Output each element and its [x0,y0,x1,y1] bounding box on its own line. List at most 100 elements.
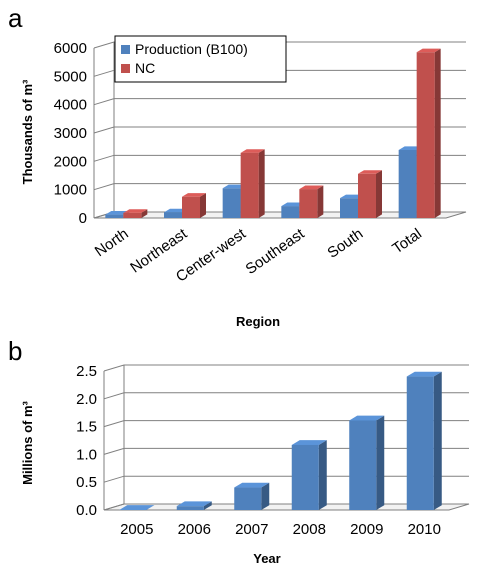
bar-nc-center-west [240,149,265,218]
y-tick-label: 1000 [54,182,87,199]
y-tick-label: 2.0 [76,391,97,408]
bar-top [406,371,442,377]
y-axis-title: Millions of m³ [20,400,35,484]
gridline [103,392,469,400]
y-tick-label: 0 [79,210,87,227]
x-tick-label: Total [389,225,425,257]
bar [176,506,204,510]
x-tick-label: South [324,225,366,261]
x-tick-label: Southeast [243,225,309,278]
bar [406,376,434,510]
bar-series-2005 [119,505,155,510]
bar-side [433,371,442,510]
gridline [93,98,466,106]
bar-side [434,48,441,219]
bar-nc-total [416,48,441,219]
x-tick-label: 2006 [178,521,211,538]
bar-top [349,415,385,421]
bar-top [105,211,130,215]
bar-top [416,48,441,53]
panel-a-letter: a [8,3,23,33]
y-tick-label: 0.0 [76,502,97,519]
bar-series-2006 [176,501,212,510]
panel-b-chart: 0.0 0.5 1.0 1.5 2.0 2.5 2005 2006 2007 2008 2009 20… [20,363,470,566]
gridline [93,126,466,134]
x-tick-label: 2005 [120,521,153,538]
y-tick-label: 5000 [54,68,87,85]
x-axis-title: Region [236,314,280,329]
gridline [93,183,466,191]
bar-side [376,170,382,218]
bar [105,214,124,218]
y-tick-label: 0.5 [76,474,97,491]
bar-side [200,193,206,218]
y-tick-label: 3000 [54,125,87,142]
bar-side [318,440,327,510]
gridline [103,364,469,372]
bar-top [123,209,148,213]
legend-swatch [121,64,130,73]
bar-series-2008 [291,440,327,510]
bar-side [376,415,385,510]
y-tick-label: 2000 [54,153,87,170]
y-tick-label: 1.5 [76,419,97,436]
bar-top [119,505,155,510]
bar-side [261,482,270,510]
legend-label: Production (B100) [135,41,248,57]
bar [182,196,200,218]
bar [358,173,376,218]
bar-side [141,209,148,218]
y-tick-label: 2.5 [76,363,97,380]
bar [281,206,300,218]
bar-series-2007 [234,482,270,510]
x-tick-label: 2008 [293,521,326,538]
bar-top [291,440,327,445]
panel-a-chart: 0100020003000400050006000NorthNortheastC… [20,35,467,329]
bar-series-2009 [349,415,385,510]
bar-top [234,482,270,488]
gridline [93,154,466,162]
bar-nc-south [358,170,382,218]
y-tick-label: 4000 [54,97,87,114]
bar-nc-northeast [182,193,206,218]
bar-top [240,149,265,153]
bar-top [182,193,206,197]
panel-b-letter: b [8,336,22,366]
bar [222,188,241,218]
y-tick-label: 6000 [54,40,87,57]
gridline [93,69,466,77]
bar [416,52,435,218]
bar-series-2010 [406,371,442,510]
x-tick-label: 2007 [235,521,268,538]
bar [349,420,377,510]
legend-swatch [121,45,130,54]
bar [340,198,358,218]
x-tick-label: 2010 [408,521,441,538]
bar-side [203,501,212,510]
bar-top [299,185,324,190]
legend-box [114,35,287,83]
bar-nc-southeast [299,185,324,218]
bar [291,444,319,510]
x-tick-label: 2009 [350,521,383,538]
x-axis-title: Year [253,551,280,566]
bar-top [176,501,212,507]
bar [234,487,262,510]
bar [123,212,142,218]
legend-label: NC [135,60,155,76]
bar [299,189,318,218]
y-axis-title: Thousands of m³ [20,79,35,184]
y-tick-label: 1.0 [76,446,97,463]
bar-side [317,185,324,218]
bar-side [146,505,155,510]
bar [398,150,417,218]
bar-nc-north [123,209,148,218]
bar-side [258,149,265,218]
bar [240,152,259,218]
x-tick-label: North [92,225,132,260]
bar-top [358,170,382,174]
gridline [93,41,466,49]
legend: Production (B100) NC [114,35,287,83]
bar [164,212,182,218]
